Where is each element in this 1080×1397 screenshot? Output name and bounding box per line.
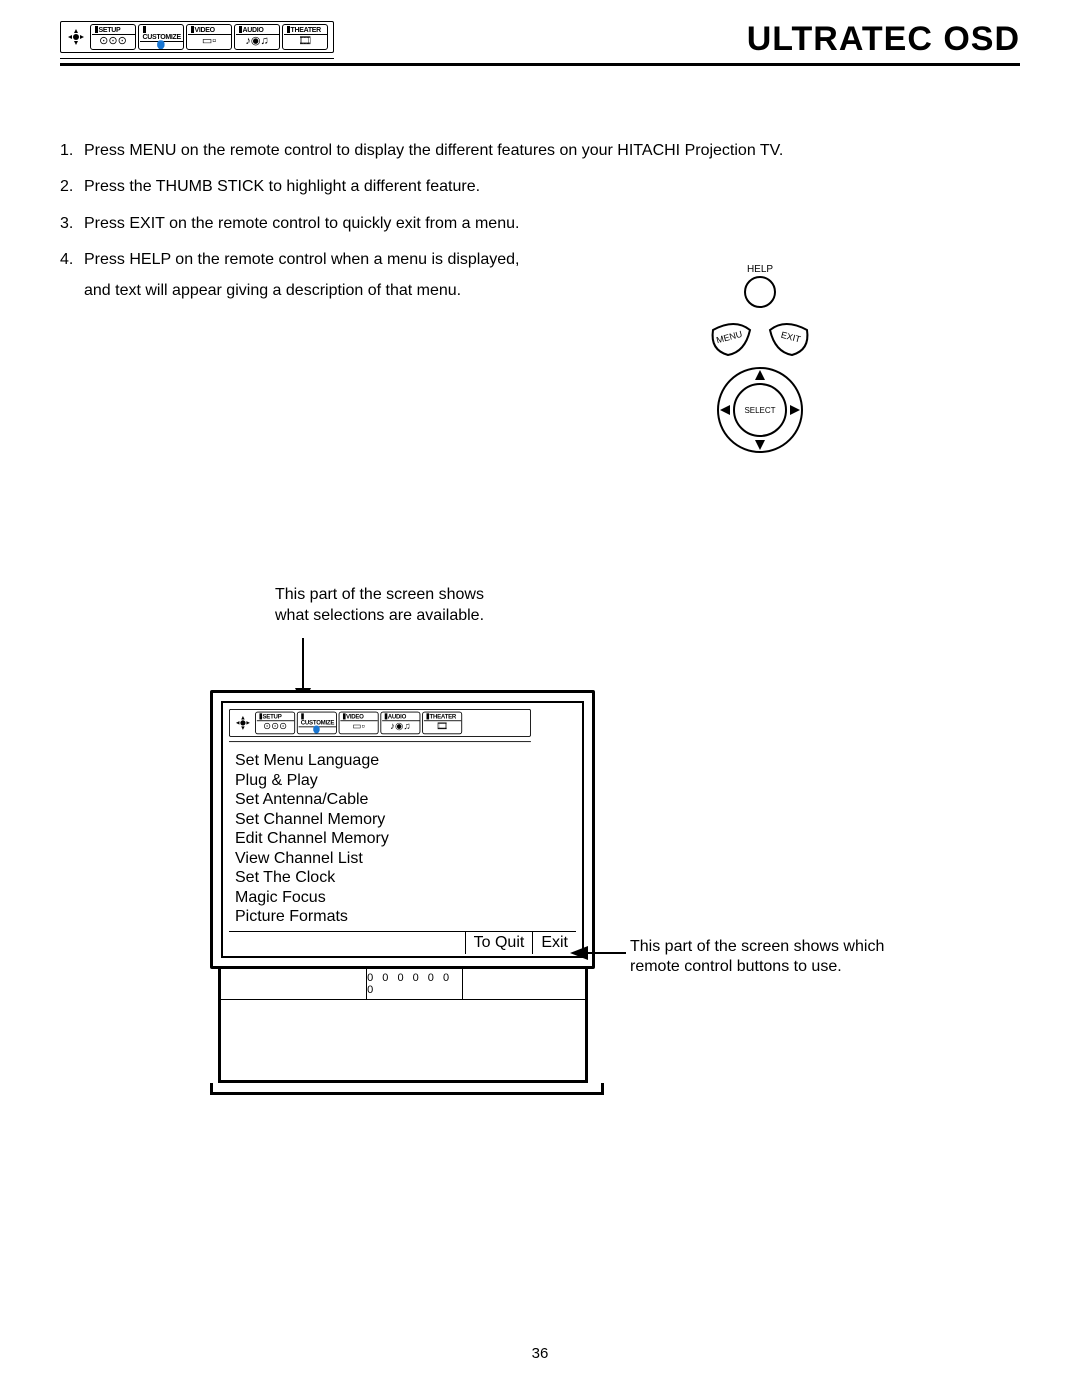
tv-illustration: SETUP⊙⊙⊙ CUSTOMIZE👤 VIDEO▭▫ AUDIO♪◉♫ THE… — [210, 690, 595, 1095]
theater-icon: 🎞 — [298, 35, 312, 47]
thumbstick-icon — [64, 25, 88, 49]
tv-screen: SETUP⊙⊙⊙ CUSTOMIZE👤 VIDEO▭▫ AUDIO♪◉♫ THE… — [221, 701, 584, 958]
header-tabbar: SETUP⊙⊙⊙ CUSTOMIZE👤 VIDEO▭▫ AUDIO♪◉♫ THE… — [60, 21, 334, 59]
select-label: SELECT — [744, 406, 775, 415]
tab-customize: CUSTOMIZE👤 — [297, 712, 337, 735]
instruction-text: Press MENU on the remote control to disp… — [84, 136, 820, 166]
menu-item: Picture Formats — [235, 907, 570, 927]
setup-icon: ⊙⊙⊙ — [263, 721, 287, 731]
tab-audio: AUDIO♪◉♫ — [380, 712, 420, 735]
menu-item: Set Menu Language — [235, 751, 570, 771]
tab-theater: THEATER🎞 — [422, 712, 462, 735]
page-title: ULTRATEC OSD — [747, 20, 1020, 59]
remote-illustration: HELP MENU EXIT SELECT — [680, 260, 840, 460]
to-quit-label: To Quit — [465, 932, 533, 954]
instruction-item: 2. Press the THUMB STICK to highlight a … — [60, 172, 820, 202]
callout-right: This part of the screen shows which remo… — [630, 937, 950, 977]
callout-top: This part of the screen shows what selec… — [275, 585, 484, 627]
help-button — [745, 277, 775, 307]
tv-foot — [210, 1083, 604, 1095]
arrow-left-icon — [570, 943, 626, 968]
menu-item: Magic Focus — [235, 888, 570, 908]
exit-button: EXIT — [770, 324, 807, 355]
tv-tabbar: SETUP⊙⊙⊙ CUSTOMIZE👤 VIDEO▭▫ AUDIO♪◉♫ THE… — [229, 709, 531, 737]
video-icon: ▭▫ — [202, 35, 216, 47]
menu-item: Set The Clock — [235, 868, 570, 888]
tab-setup: SETUP⊙⊙⊙ — [90, 24, 136, 50]
menu-button: MENU — [713, 324, 750, 355]
tab-video: VIDEO▭▫ — [339, 712, 379, 735]
svg-text:EXIT: EXIT — [780, 330, 802, 345]
help-label: HELP — [747, 264, 773, 275]
up-arrow-icon — [755, 370, 765, 380]
video-icon: ▭▫ — [352, 721, 364, 731]
tv-base: 0 0 0 0 0 0 0 — [218, 969, 588, 1083]
customize-icon: 👤 — [311, 727, 323, 734]
instruction-text: Press EXIT on the remote control to quic… — [84, 209, 820, 239]
tab-audio: AUDIO♪◉♫ — [234, 24, 280, 50]
exit-bar: To Quit Exit — [229, 931, 576, 954]
instruction-item: 1. Press MENU on the remote control to d… — [60, 136, 820, 166]
menu-item: Plug & Play — [235, 771, 570, 791]
instruction-item: 3. Press EXIT on the remote control to q… — [60, 209, 820, 239]
setup-icon: ⊙⊙⊙ — [99, 35, 127, 47]
tabbar-small: SETUP⊙⊙⊙ CUSTOMIZE👤 VIDEO▭▫ AUDIO♪◉♫ THE… — [60, 21, 334, 53]
menu-item: Set Channel Memory — [235, 810, 570, 830]
tab-setup: SETUP⊙⊙⊙ — [255, 712, 295, 735]
menu-list: Set Menu LanguagePlug & PlaySet Antenna/… — [229, 745, 576, 931]
audio-icon: ♪◉♫ — [245, 35, 268, 47]
tab-video: VIDEO▭▫ — [186, 24, 232, 50]
menu-item: View Channel List — [235, 849, 570, 869]
thumbstick-icon — [232, 712, 253, 733]
down-arrow-icon — [755, 440, 765, 450]
theater-icon: 🎞 — [436, 721, 448, 731]
tab-customize: CUSTOMIZE👤 — [138, 24, 184, 50]
customize-icon: 👤 — [154, 42, 168, 50]
menu-item: Edit Channel Memory — [235, 829, 570, 849]
left-arrow-icon — [720, 405, 730, 415]
svg-text:MENU: MENU — [715, 329, 743, 346]
right-arrow-icon — [790, 405, 800, 415]
tv-branding: 0 0 0 0 0 0 0 — [367, 969, 463, 999]
menu-item: Set Antenna/Cable — [235, 790, 570, 810]
tv-screen-frame: SETUP⊙⊙⊙ CUSTOMIZE👤 VIDEO▭▫ AUDIO♪◉♫ THE… — [210, 690, 595, 969]
audio-icon: ♪◉♫ — [390, 721, 410, 731]
page-number: 36 — [60, 1345, 1020, 1362]
tab-theater: THEATER🎞 — [282, 24, 328, 50]
instruction-text: Press the THUMB STICK to highlight a dif… — [84, 172, 820, 202]
